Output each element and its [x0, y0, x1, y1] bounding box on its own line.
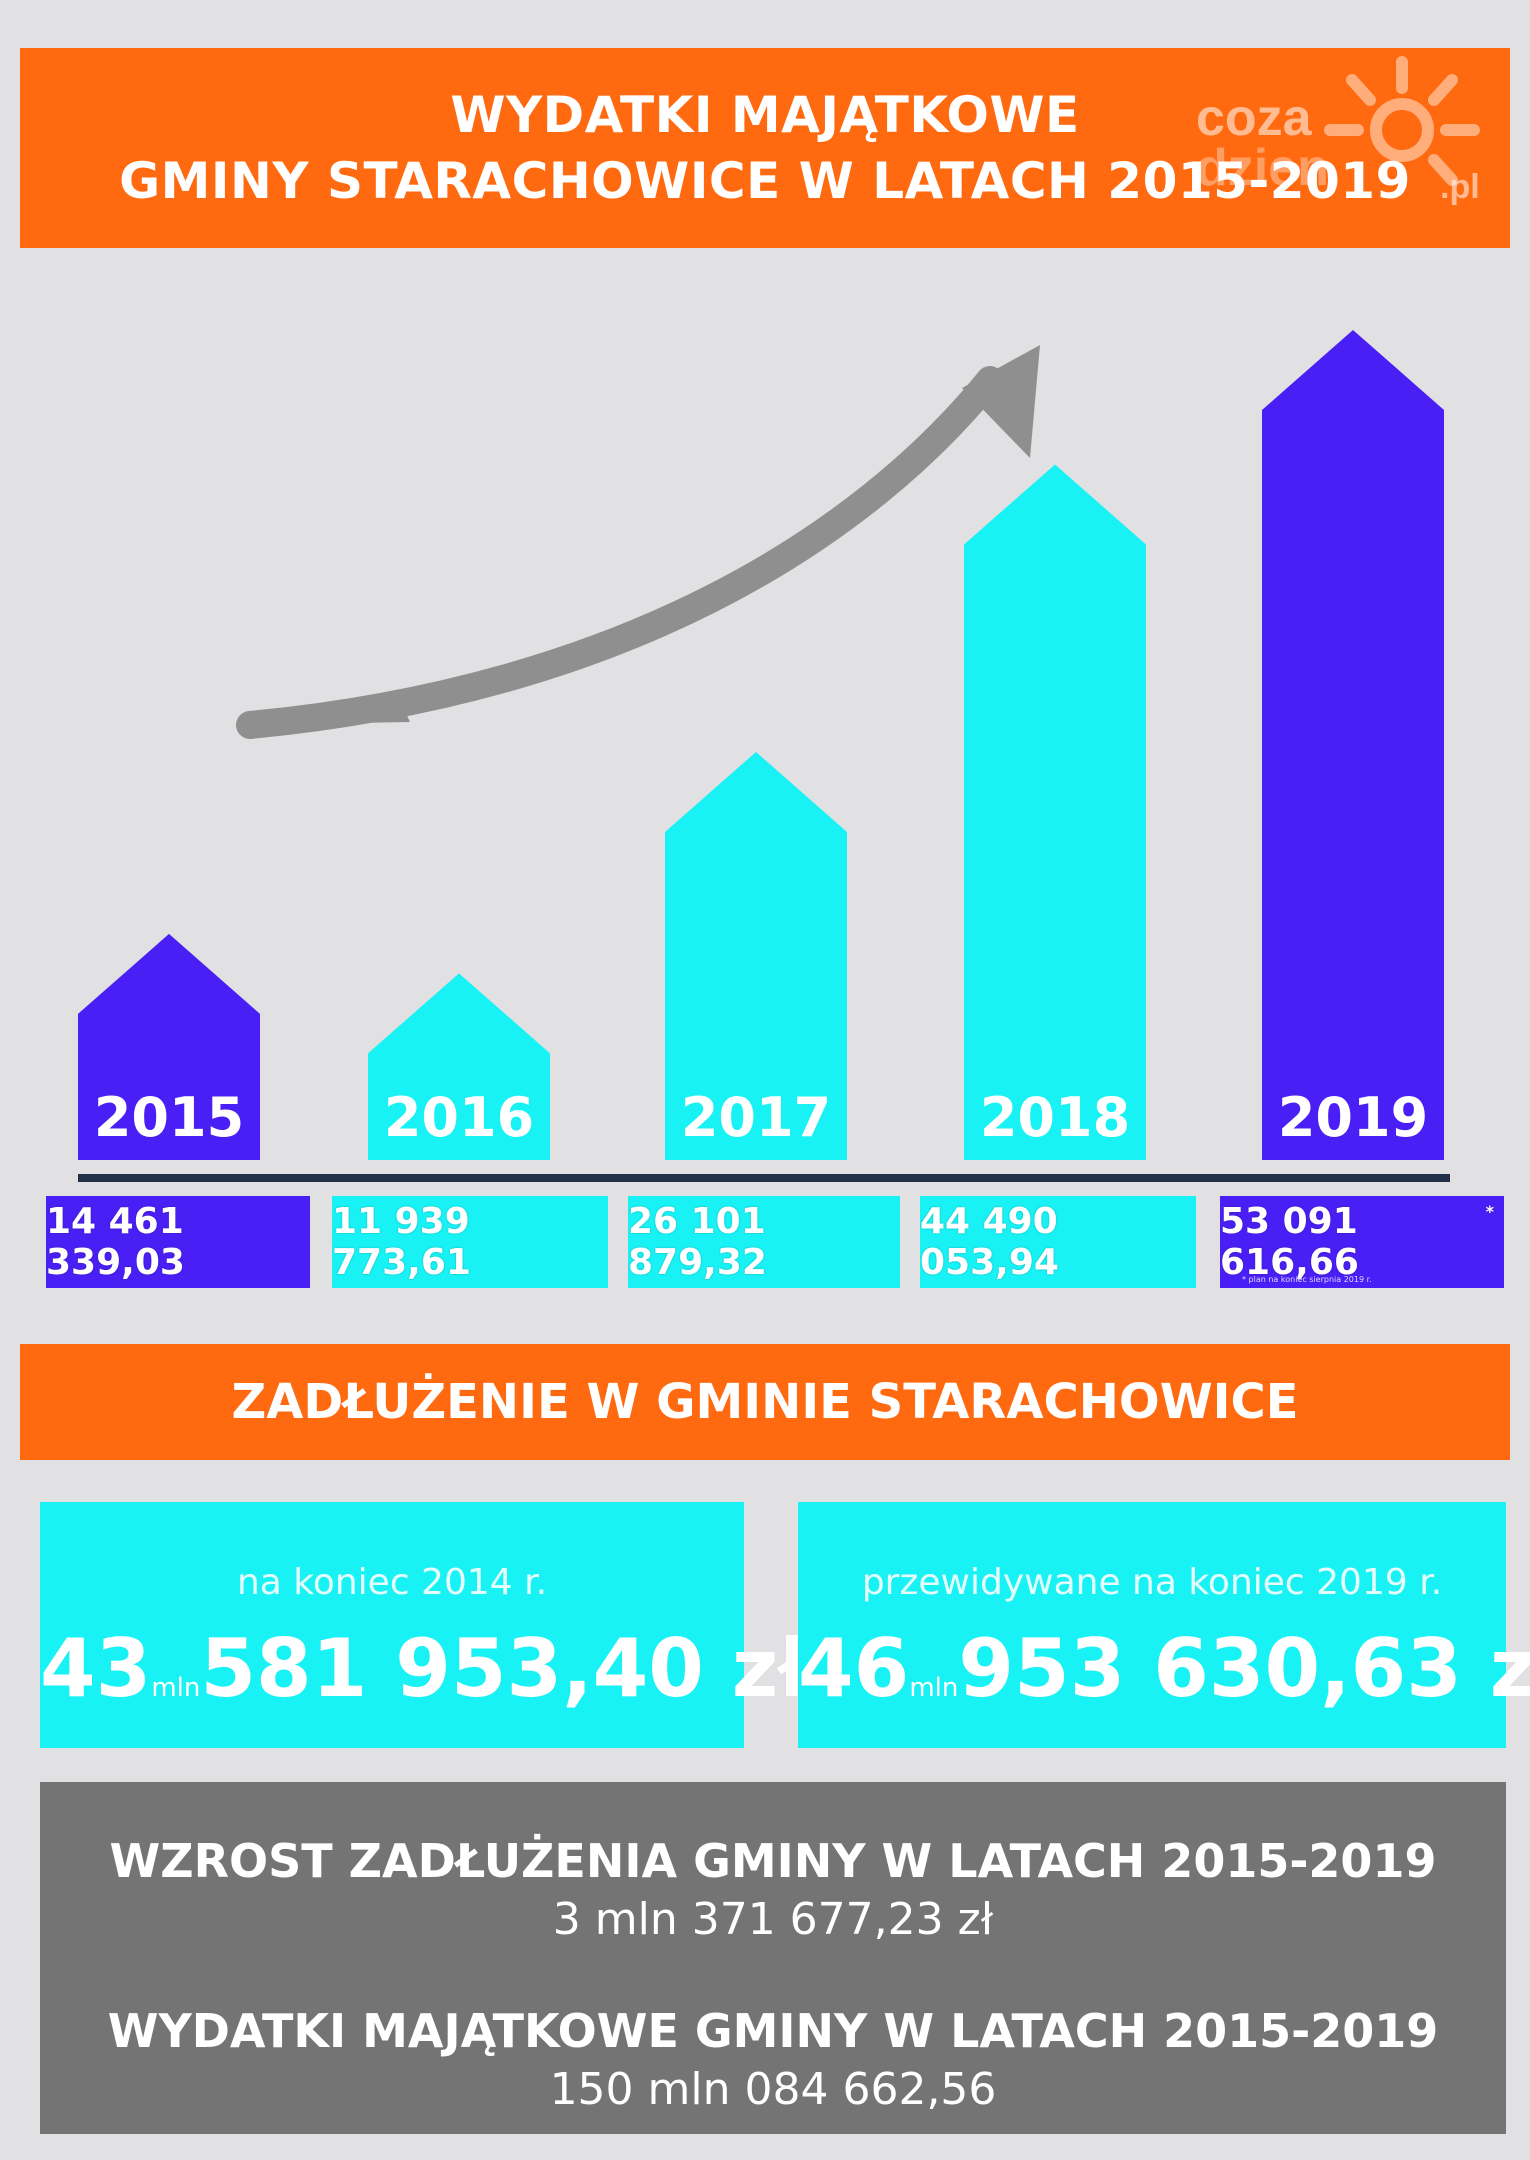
bar-label-2018: 2018 — [980, 1086, 1130, 1149]
summary-panel: WZROST ZADŁUŻENIA GMINY W LATACH 2015-20… — [40, 1782, 1506, 2134]
bar-2016 — [368, 973, 550, 1160]
bar-2018 — [964, 464, 1146, 1160]
growth-arrow-icon — [236, 345, 1040, 739]
spending-value: 150 mln 084 662,56 — [549, 2064, 997, 2115]
bar-chart: 2015 2016 2017 2018 2019 — [78, 330, 1450, 1182]
bar-label-2015: 2015 — [94, 1086, 244, 1149]
bar-2015 — [78, 933, 260, 1160]
growth-title: WZROST ZADŁUŻENIA GMINY W LATACH 2015-20… — [109, 1834, 1437, 1888]
debt-card-label: na koniec 2014 r. — [236, 1562, 548, 1603]
title-line-1: WYDATKI MAJĄTKOWE — [450, 86, 1080, 144]
logo-text-1: coza — [1196, 89, 1312, 147]
debt-card-2019: przewidywane na koniec 2019 r. 46mln953 … — [798, 1502, 1530, 1748]
growth-value: 3 mln 371 677,23 zł — [552, 1894, 994, 1945]
title-line-2: GMINY STARACHOWICE W LATACH 2015-2019 — [119, 152, 1411, 210]
value-label-2019: 53 091 616,66 * * plan na koniec sierpni… — [1220, 1196, 1504, 1288]
sun-logo-icon — [1324, 56, 1480, 186]
bar-2019 — [1262, 330, 1444, 1160]
value-label-2017: 26 101 879,32 — [628, 1196, 900, 1288]
bar-label-2017: 2017 — [681, 1086, 831, 1149]
debt-card-label: przewidywane na koniec 2019 r. — [861, 1562, 1443, 1603]
spending-title: WYDATKI MAJĄTKOWE GMINY W LATACH 2015-20… — [107, 2004, 1439, 2058]
value-label-2015: 14 461 339,03 — [46, 1196, 310, 1288]
footnote-marker: * — [1485, 1202, 1494, 1221]
footnote: * plan na koniec sierpnia 2019 r. — [1242, 1275, 1372, 1284]
bar-label-2019: 2019 — [1278, 1086, 1428, 1149]
title-banner: WYDATKI MAJĄTKOWE GMINY STARACHOWICE W L… — [20, 48, 1510, 248]
bar-label-2016: 2016 — [384, 1086, 534, 1149]
bar-2017 — [665, 751, 847, 1160]
logo-text-2: dzien — [1196, 139, 1329, 197]
debt-card-amount: 43mln581 953,40 zł — [40, 1622, 809, 1715]
value-label-2016: 11 939 773,61 — [332, 1196, 608, 1288]
debt-card-amount: 46mln953 630,63 zł — [798, 1622, 1530, 1715]
bars-group: 2015 2016 2017 2018 2019 — [78, 330, 1444, 1160]
debt-heading: ZADŁUŻENIE W GMINIE STARACHOWICE — [20, 1344, 1510, 1460]
cozadzien-logo: coza dzien .pl — [1190, 50, 1490, 220]
logo-text-3: .pl — [1440, 168, 1480, 206]
debt-card-2014: na koniec 2014 r. 43mln581 953,40 zł — [40, 1502, 809, 1748]
value-label-2018: 44 490 053,94 — [920, 1196, 1196, 1288]
